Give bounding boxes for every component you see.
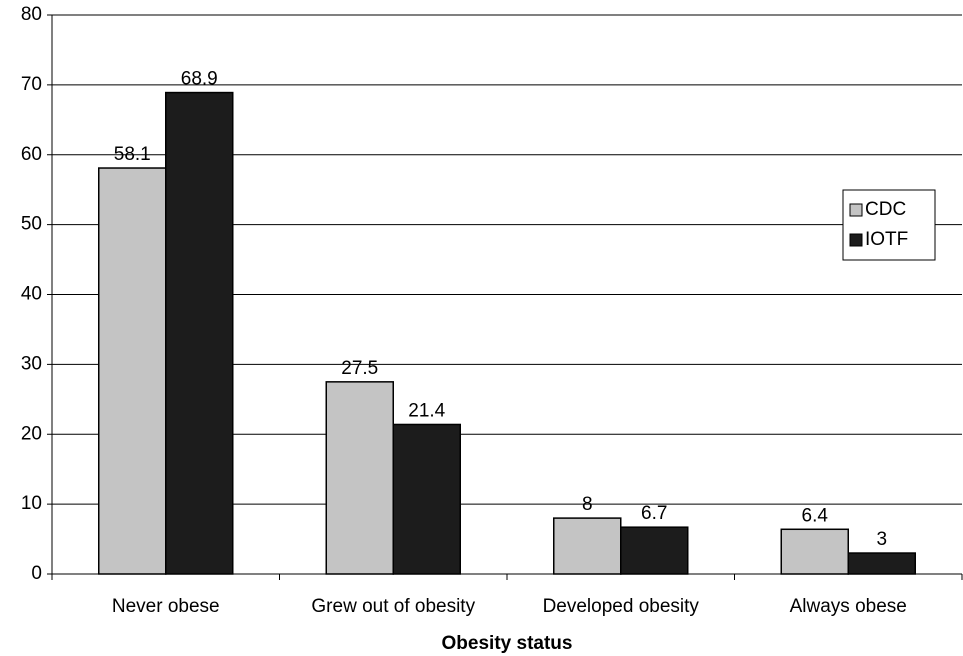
data-label: 21.4: [408, 400, 445, 421]
x-tick-label: Developed obesity: [543, 596, 700, 617]
legend-box: [842, 189, 936, 261]
legend-label: IOTF: [865, 229, 908, 250]
y-tick-label: 20: [21, 423, 42, 444]
x-tick-label: Always obese: [790, 596, 907, 617]
y-tick-label: 80: [21, 4, 42, 25]
bar: [165, 91, 234, 575]
y-tick-label: 0: [31, 563, 42, 584]
legend-label: CDC: [865, 199, 906, 220]
data-label: 58.1: [114, 144, 151, 165]
bar: [98, 167, 167, 575]
legend-swatch: [849, 233, 863, 247]
data-label: 6.4: [802, 505, 829, 526]
y-tick-label: 50: [21, 214, 42, 235]
x-axis-title: Obesity status: [442, 633, 573, 654]
y-tick-label: 60: [21, 144, 42, 165]
bar: [847, 552, 916, 575]
bar: [780, 528, 849, 575]
data-label: 27.5: [341, 358, 378, 379]
y-tick-label: 30: [21, 353, 42, 374]
x-tick-label: Grew out of obesity: [311, 596, 475, 617]
data-label: 6.7: [641, 503, 667, 524]
y-tick-label: 40: [21, 284, 42, 305]
bar: [325, 381, 394, 575]
x-tick-label: Never obese: [112, 596, 220, 617]
bar: [620, 526, 689, 575]
data-label: 8: [582, 494, 593, 515]
data-label: 3: [876, 529, 887, 550]
y-tick-label: 70: [21, 74, 42, 95]
y-tick-label: 10: [21, 493, 42, 514]
bar: [553, 517, 622, 575]
legend-swatch: [849, 203, 863, 217]
data-label: 68.9: [181, 69, 218, 90]
bar: [392, 423, 461, 575]
